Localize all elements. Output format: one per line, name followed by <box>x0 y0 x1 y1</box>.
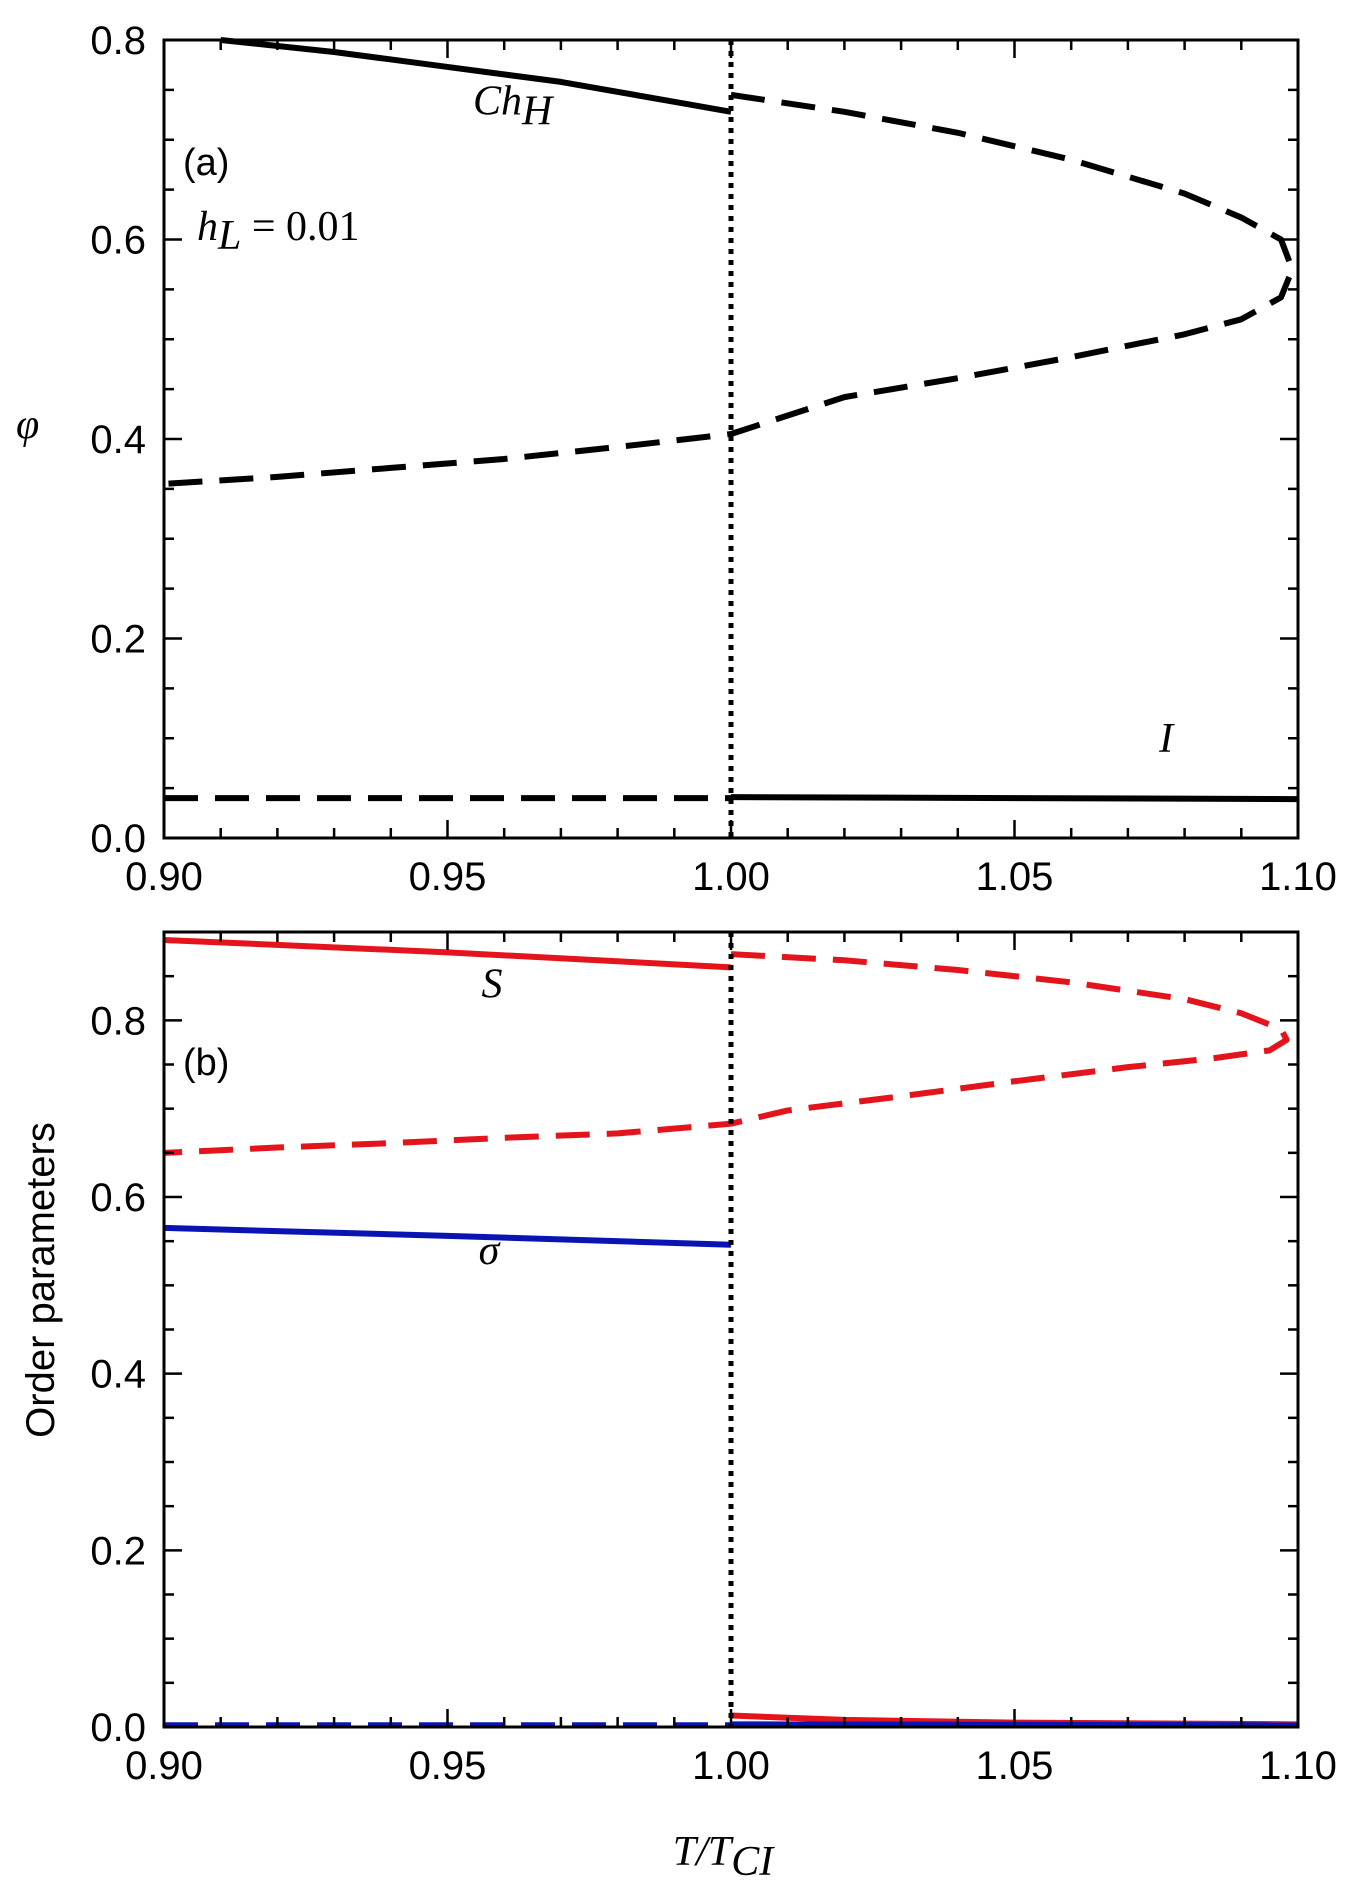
panel-b-curves <box>163 932 1299 1729</box>
panel-a-y-tick-label: 0.8 <box>90 19 146 63</box>
panel-a-y-tick-label: 0.0 <box>90 817 146 861</box>
panel-b-label: (b) <box>183 1042 229 1084</box>
panel-b-ticks <box>162 930 1300 1729</box>
x-axis-title: T/TCI <box>673 1829 775 1885</box>
panel-b-x-tick-label: 0.95 <box>409 1744 487 1788</box>
panel-a-tick-labels: 0.90 0.95 1.00 1.05 1.10 0.0 0.2 0.4 0.6 0.8 <box>90 19 1337 899</box>
panel-a-y-axis-title: φ <box>16 402 39 448</box>
panel-b-series-1-red-dashed <box>163 951 1290 1156</box>
panel-a-y-tick-label: 0.4 <box>90 418 146 462</box>
panel-b-y-tick-label: 0.2 <box>90 1529 146 1573</box>
annotation-i: I <box>1158 716 1175 762</box>
panel-a-frame <box>162 38 1300 840</box>
panel-a-y-tick-label: 0.2 <box>90 618 146 662</box>
panel-a-x-tick-label: 1.00 <box>692 855 770 899</box>
panel-b-x-tick-label: 1.10 <box>1259 1744 1337 1788</box>
panel-a-y-tick-label: 0.6 <box>90 219 146 263</box>
panel-a-series-0-black-solid <box>220 37 732 115</box>
annotation-chh: ChH <box>473 78 555 134</box>
panel-a-curves <box>163 37 1299 838</box>
panel-a-x-tick-label: 1.10 <box>1259 855 1337 899</box>
panel-b-y-tick-label: 0.6 <box>90 1176 146 1220</box>
panel-a-x-tick-label: 1.05 <box>976 855 1054 899</box>
panel-a-x-tick-label: 0.90 <box>125 855 203 899</box>
annotation-s: S <box>482 961 503 1007</box>
panel-b-series-2-blue-solid <box>163 1224 732 1248</box>
panel-a-phi-plot: 0.90 0.95 1.00 1.05 1.100.00.20.40.60.8 (a) … <box>16 19 1337 899</box>
panel-a-series-1-black-dashed <box>163 91 1296 487</box>
panel-b-x-tick-label: 1.05 <box>976 1744 1054 1788</box>
panel-b-x-tick-label: 0.90 <box>125 1744 203 1788</box>
panel-b-y-tick-label: 0.0 <box>90 1706 146 1750</box>
panel-b-y-axis-title: Order parameters <box>19 1122 63 1438</box>
panel-b-tick-labels: 0.90 0.95 1.00 1.05 1.10 0.0 0.2 0.4 0.6 0.8 <box>90 999 1337 1788</box>
panel-b-frame <box>162 930 1300 1729</box>
panel-a-ticks <box>162 38 1300 840</box>
panel-a-label: (a) <box>183 142 229 184</box>
panel-b-y-tick-label: 0.8 <box>90 999 146 1043</box>
annotation-sigma: σ <box>479 1228 502 1274</box>
panel-a-series-3-black-solid <box>730 794 1299 803</box>
panel-a-parameter-label: hL = 0.01 <box>197 204 360 259</box>
panel-b-x-tick-label: 1.00 <box>692 1744 770 1788</box>
panel-b-y-tick-label: 0.4 <box>90 1353 146 1397</box>
panel-b-order-parameters-plot: 0.90 0.95 1.00 1.05 1.100.00.20.40.60.8 (b) … <box>19 930 1337 1885</box>
panel-b-series-0-red-solid <box>163 936 732 971</box>
panel-a-x-tick-label: 0.95 <box>409 855 487 899</box>
